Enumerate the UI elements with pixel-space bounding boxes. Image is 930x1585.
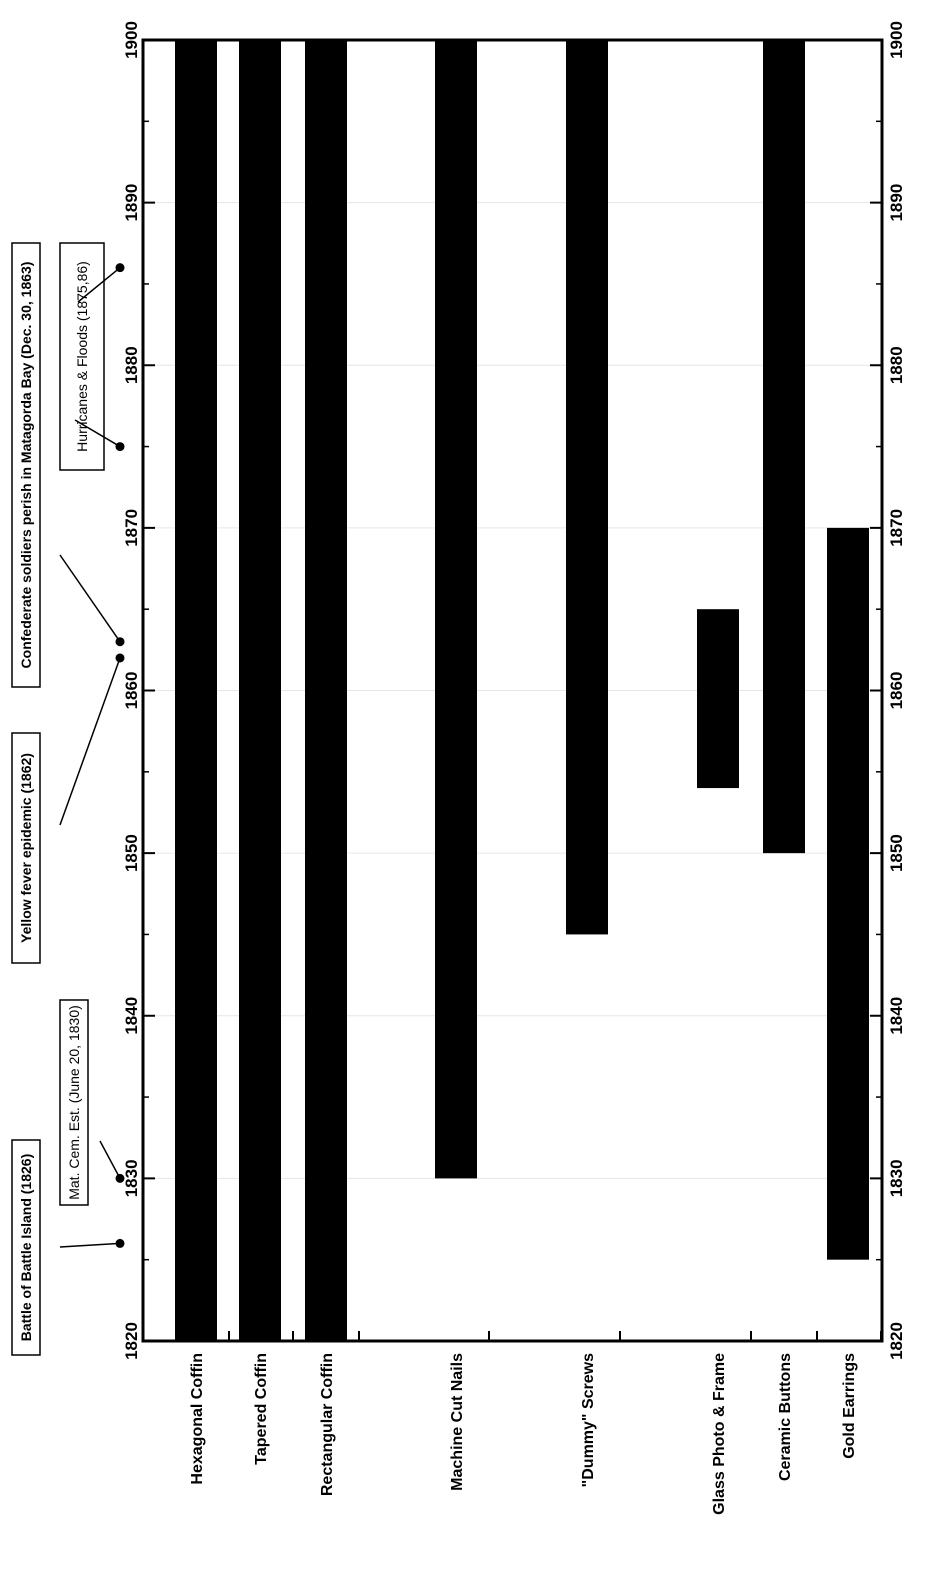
annotation-box: [59, 999, 89, 1206]
annotation-text: Hurricanes & Floods (1875,86): [74, 261, 90, 452]
annotation-box: [11, 1139, 41, 1356]
y-tick-label-left: 1840: [122, 997, 141, 1035]
axis-ticks: 1820 1820 1830 1830 1840 1840 1850 1850 1860 1860…: [122, 21, 906, 1360]
y-tick-label-right: 1890: [887, 184, 906, 222]
annotation-text: Battle of Battle Island (1826): [18, 1154, 34, 1342]
category-label: Glass Photo & Frame: [711, 1353, 728, 1515]
bar: [827, 527, 869, 1260]
category-labels: Hexagonal Coffin Tapered Coffin Rectangula…: [189, 1353, 858, 1515]
annotation-box: [11, 732, 41, 964]
annotation-leader: [77, 267, 121, 303]
category-label: Machine Cut Nails: [449, 1353, 466, 1491]
annotation-box: [11, 242, 41, 688]
y-tick-label-left: 1860: [122, 672, 141, 710]
y-tick-label-right: 1830: [887, 1159, 906, 1197]
category-label: Rectangular Coffin: [319, 1353, 336, 1496]
y-tick-label-left: 1900: [122, 21, 141, 59]
annotation-leader: [59, 1242, 121, 1248]
y-tick-label-right: 1860: [887, 672, 906, 710]
y-tick-label-left: 1820: [122, 1322, 141, 1360]
y-tick-label-right: 1820: [887, 1322, 906, 1360]
annotation-dot: [115, 1238, 125, 1248]
bar: [305, 40, 347, 1341]
annotation-text: Yellow fever epidemic (1862): [18, 753, 34, 943]
y-tick-label-left: 1870: [122, 509, 141, 547]
bar: [697, 609, 739, 789]
annotation-dot: [115, 1173, 125, 1183]
y-tick-label-left: 1830: [122, 1159, 141, 1197]
category-label: Gold Earrings: [841, 1353, 858, 1459]
annotation-dot: [115, 637, 125, 647]
y-tick-label-right: 1870: [887, 509, 906, 547]
category-label: Hexagonal Coffin: [189, 1353, 206, 1485]
annotation-leader: [59, 554, 121, 643]
category-label: Ceramic Buttons: [777, 1353, 794, 1481]
bar: [435, 40, 477, 1179]
annotation-leader: [74, 419, 121, 448]
bar: [175, 40, 217, 1341]
bars: [175, 40, 869, 1341]
category-label: "Dummy" Screws: [580, 1353, 597, 1487]
category-label: Tapered Coffin: [253, 1353, 270, 1465]
annotation-dot: [115, 442, 125, 452]
annotation-dot: [115, 263, 125, 273]
bar: [763, 40, 805, 854]
y-tick-label-left: 1890: [122, 184, 141, 222]
y-tick-label-right: 1900: [887, 21, 906, 59]
y-tick-label-right: 1840: [887, 997, 906, 1035]
annotation-leader: [99, 1140, 121, 1179]
annotations: Battle of Battle Island (1826) Mat. Cem. …: [11, 242, 125, 1356]
y-tick-label-left: 1850: [122, 834, 141, 872]
bar: [239, 40, 281, 1341]
y-tick-label-right: 1850: [887, 834, 906, 872]
y-tick-label-left: 1880: [122, 346, 141, 384]
annotation-leader: [59, 657, 121, 826]
annotation-text: Mat. Cem. Est. (June 20, 1830): [66, 1005, 82, 1200]
y-tick-label-right: 1880: [887, 346, 906, 384]
bar: [566, 40, 608, 935]
annotation-text: Confederate soldiers perish in Matagorda…: [18, 262, 34, 669]
annotation-dot: [115, 653, 125, 663]
